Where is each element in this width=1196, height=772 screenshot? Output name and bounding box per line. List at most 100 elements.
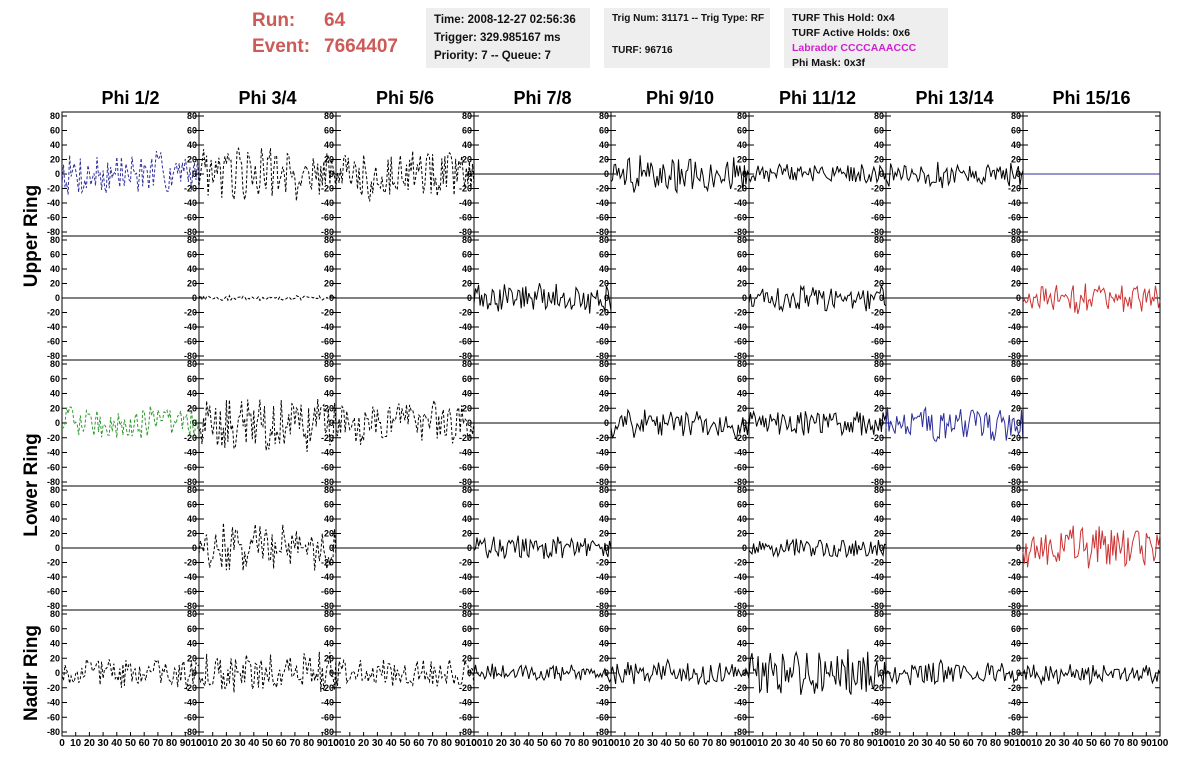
xtick-label-c6-10: 100 [1015,738,1032,749]
xtick-label-c7-6: 60 [1100,738,1112,749]
ytick-label-r3-c3-3: 20 [462,529,472,539]
ytick-label-r4-c1-0: 80 [187,609,197,619]
ytick-label-r0-c2-5: -20 [321,184,334,194]
xtick-label-c3-6: 60 [551,738,563,749]
ytick-label-r3-c2-8: -80 [321,601,334,611]
ytick-label-r2-c2-6: -40 [321,448,334,458]
panel-frame-r2-c2 [335,359,475,487]
ytick-label-r0-c0-2: 40 [50,140,60,150]
ytick-label-r0-c6-6: -40 [871,198,884,208]
xtick-label-c3-1: 10 [482,738,494,749]
ytick-label-r3-c0-2: 40 [50,514,60,524]
ytick-label-r2-c3-0: 80 [462,359,472,369]
ytick-label-r3-c5-6: -40 [734,572,747,582]
ytick-label-r3-c5-4: 0 [742,543,747,553]
ytick-label-r0-c6-0: 80 [874,111,884,121]
ytick-label-r4-c6-5: -20 [871,683,884,693]
ytick-label-r0-c5-5: -20 [734,184,747,194]
ytick-label-r1-c6-7: -60 [871,337,884,347]
ytick-label-r1-c0-8: -80 [47,351,60,361]
ytick-label-r2-c0-0: 80 [50,359,60,369]
ytick-label-r4-c4-6: -40 [596,698,609,708]
xtick-label-c3-5: 50 [537,738,549,749]
ytick-label-r0-c1-4: 0 [192,169,197,179]
ytick-label-r2-c1-8: -80 [184,477,197,487]
xtick-label-c7-3: 30 [1059,738,1071,749]
xtick-label-c6-2: 20 [908,738,920,749]
ytick-label-r0-c4-0: 80 [599,111,609,121]
ytick-label-r4-c3-0: 80 [462,609,472,619]
ytick-label-r2-c7-4: 0 [1016,418,1021,428]
ytick-label-r3-c0-8: -80 [47,601,60,611]
ytick-label-r4-c4-2: 40 [599,639,609,649]
ytick-label-r4-c4-0: 80 [599,609,609,619]
ytick-label-r3-c3-7: -60 [459,587,472,597]
ytick-label-r1-c5-8: -80 [734,351,747,361]
event-label: Event: [252,36,311,57]
ytick-label-r0-c5-2: 40 [737,140,747,150]
xtick-label-c5-6: 60 [826,738,838,749]
ytick-label-r2-c7-1: 60 [1011,374,1021,384]
xtick-label-c3-9: 90 [592,738,604,749]
ytick-label-r0-c7-4: 0 [1016,169,1021,179]
ytick-label-r0-c7-1: 60 [1011,126,1021,136]
ytick-label-r4-c6-3: 20 [874,653,884,663]
waveform-r3-c7 [1022,525,1161,569]
ytick-label-r3-c4-0: 80 [599,485,609,495]
ytick-label-r1-c0-7: -60 [47,337,60,347]
ytick-label-r1-c5-5: -20 [734,308,747,318]
xtick-label-c4-4: 40 [661,738,673,749]
ytick-label-r1-c0-3: 20 [50,279,60,289]
xtick-label-c0-1: 10 [70,738,82,749]
ytick-label-r0-c1-3: 20 [187,155,197,165]
panel-frame-r2-c6 [885,359,1024,487]
ytick-label-r0-c1-2: 40 [187,140,197,150]
ytick-label-r1-c5-6: -40 [734,322,747,332]
ytick-label-r2-c7-7: -60 [1008,462,1021,472]
ytick-label-r2-c0-7: -60 [47,462,60,472]
panel-frame-r4-c7 [1022,609,1161,737]
ytick-label-r3-c7-5: -20 [1008,558,1021,568]
ytick-label-r2-c2-1: 60 [324,374,334,384]
ytick-label-r2-c4-8: -80 [596,477,609,487]
ytick-label-r1-c5-0: 80 [737,235,747,245]
ytick-label-r0-c3-8: -80 [459,227,472,237]
ytick-label-r4-c3-8: -80 [459,727,472,737]
column-header-0: Phi 1/2 [101,88,159,108]
ytick-label-r2-c1-0: 80 [187,359,197,369]
xtick-label-c1-4: 40 [248,738,260,749]
ytick-label-r1-c7-0: 80 [1011,235,1021,245]
ytick-label-r3-c2-4: 0 [329,543,334,553]
ytick-label-r1-c5-7: -60 [734,337,747,347]
ytick-label-r3-c4-1: 60 [599,500,609,510]
ytick-label-r2-c7-5: -20 [1008,433,1021,443]
waveform-r3-c3 [473,535,612,559]
ytick-label-r4-c2-8: -80 [321,727,334,737]
ytick-label-r0-c6-8: -80 [871,227,884,237]
ytick-label-r0-c7-3: 20 [1011,155,1021,165]
xtick-label-c4-1: 10 [619,738,631,749]
ytick-label-r0-c4-2: 40 [599,140,609,150]
xtick-label-c1-5: 50 [262,738,274,749]
ytick-label-r2-c1-5: -20 [184,433,197,443]
xtick-label-c0-9: 90 [180,738,192,749]
ytick-label-r3-c0-7: -60 [47,587,60,597]
ytick-label-r1-c1-3: 20 [187,279,197,289]
ytick-label-r4-c3-7: -60 [459,712,472,722]
ytick-label-r1-c4-0: 80 [599,235,609,245]
waveform-r1-c5 [748,284,887,313]
ytick-label-r4-c6-4: 0 [879,668,884,678]
ytick-label-r3-c1-4: 0 [192,543,197,553]
ytick-label-r3-c5-2: 40 [737,514,747,524]
ytick-label-r4-c4-1: 60 [599,624,609,634]
ytick-label-r4-c0-2: 40 [50,639,60,649]
ytick-label-r0-c2-3: 20 [324,155,334,165]
ytick-label-r3-c7-4: 0 [1016,543,1021,553]
ytick-label-r2-c6-2: 40 [874,389,884,399]
ytick-label-r1-c0-0: 80 [50,235,60,245]
ytick-label-r3-c3-2: 40 [462,514,472,524]
ytick-label-r3-c5-7: -60 [734,587,747,597]
ytick-label-r4-c5-6: -40 [734,698,747,708]
ytick-label-r0-c5-8: -80 [734,227,747,237]
ytick-label-r0-c2-7: -60 [321,213,334,223]
